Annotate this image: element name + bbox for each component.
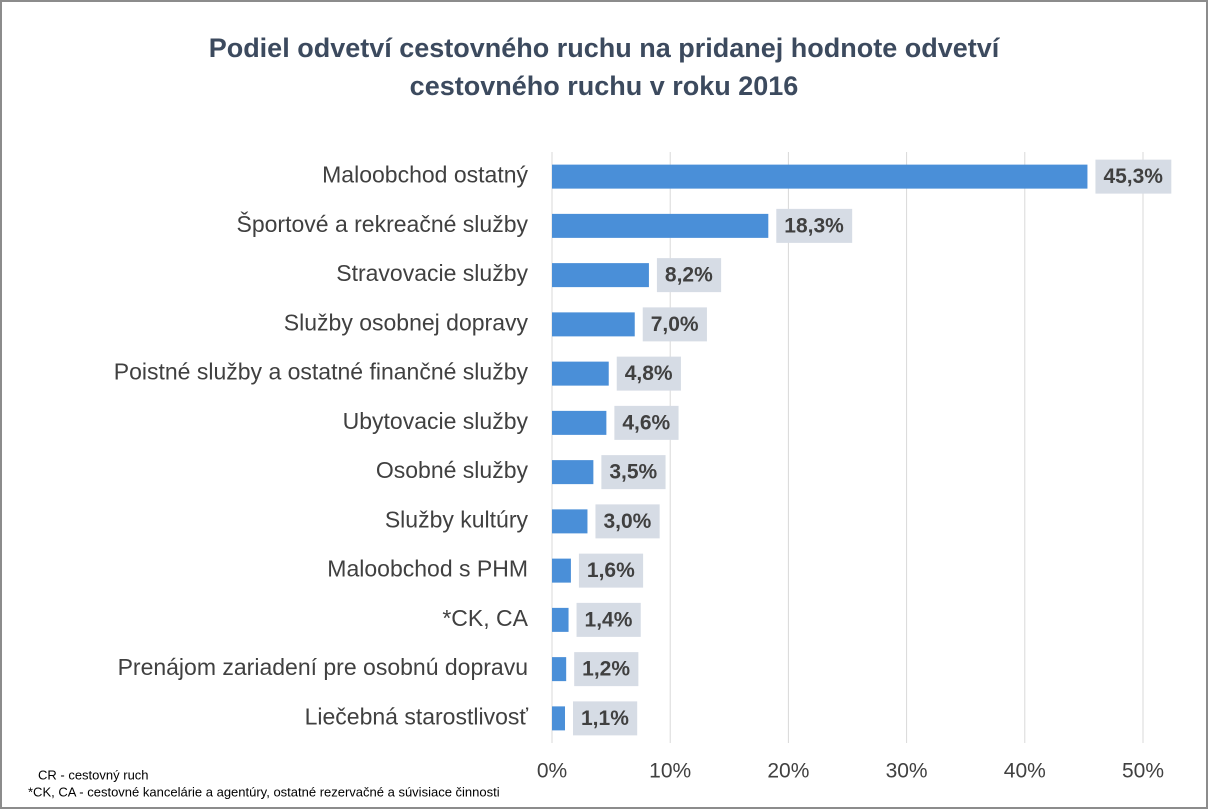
y-tick-label: Ubytovacie služby xyxy=(343,408,529,434)
bar xyxy=(552,509,588,534)
value-label: 1,6% xyxy=(587,559,635,582)
bar xyxy=(552,213,769,238)
y-tick-label: Osobné služby xyxy=(376,457,529,483)
value-label: 8,2% xyxy=(665,264,713,287)
value-label: 7,0% xyxy=(651,313,699,336)
x-tick-label: 0% xyxy=(537,760,567,783)
y-tick-label: Športové a rekreačné služby xyxy=(237,210,529,237)
footnote: *CK, CA - cestovné kancelárie a agentúry… xyxy=(28,784,500,799)
bar xyxy=(552,361,609,386)
y-tick-label: Maloobchod ostatný xyxy=(322,162,528,188)
bar xyxy=(552,558,571,583)
value-label: 4,8% xyxy=(625,362,673,385)
y-tick-label: Liečebná starostlivosť xyxy=(305,703,529,729)
value-label: 1,2% xyxy=(582,658,630,681)
value-label-bg xyxy=(574,652,639,687)
bar xyxy=(552,263,649,288)
value-label-bg xyxy=(595,504,660,539)
value-label-bg xyxy=(601,455,666,490)
value-label-bg xyxy=(642,307,707,342)
value-label: 1,1% xyxy=(581,707,629,730)
footnote: CR - cestovný ruch xyxy=(38,767,149,782)
y-tick-label: *CK, CA xyxy=(442,605,528,631)
value-label-bg xyxy=(616,356,681,391)
value-label-bg xyxy=(573,701,638,736)
x-tick-label: 20% xyxy=(767,760,809,783)
value-label-bg xyxy=(1095,159,1172,194)
y-tick-label: Maloobchod s PHM xyxy=(327,556,528,582)
value-label: 18,3% xyxy=(784,214,844,237)
y-tick-label: Poistné služby a ostatné finančné služby xyxy=(114,359,529,385)
value-label-bg xyxy=(578,553,644,588)
x-tick-label: 50% xyxy=(1122,760,1164,783)
y-tick-label: Služby osobnej dopravy xyxy=(284,309,529,335)
bar xyxy=(552,164,1088,189)
chart-title: Podiel odvetví cestovného ruchu na prida… xyxy=(209,33,1001,63)
bar xyxy=(552,657,567,682)
value-label: 45,3% xyxy=(1103,165,1163,188)
value-label: 3,0% xyxy=(603,510,651,533)
x-tick-label: 40% xyxy=(1004,760,1046,783)
chart-subtitle: cestovného ruchu v roku 2016 xyxy=(410,71,799,101)
x-tick-label: 10% xyxy=(649,760,691,783)
value-label-bg xyxy=(776,208,853,243)
bar xyxy=(552,460,594,485)
y-tick-label: Prenájom zariadení pre osobnú dopravu xyxy=(118,654,528,680)
value-label-bg xyxy=(576,602,641,637)
y-tick-label: Stravovacie služby xyxy=(336,260,528,286)
value-label: 4,6% xyxy=(622,411,670,434)
bar xyxy=(552,706,566,731)
value-label-bg xyxy=(614,405,679,440)
y-tick-label: Služby kultúry xyxy=(385,506,529,532)
bar xyxy=(552,607,569,632)
bar xyxy=(552,312,635,337)
value-label: 3,5% xyxy=(609,461,657,484)
value-label-bg xyxy=(656,258,722,293)
bar xyxy=(552,410,607,435)
value-label: 1,4% xyxy=(585,608,633,631)
x-tick-label: 30% xyxy=(886,760,928,783)
